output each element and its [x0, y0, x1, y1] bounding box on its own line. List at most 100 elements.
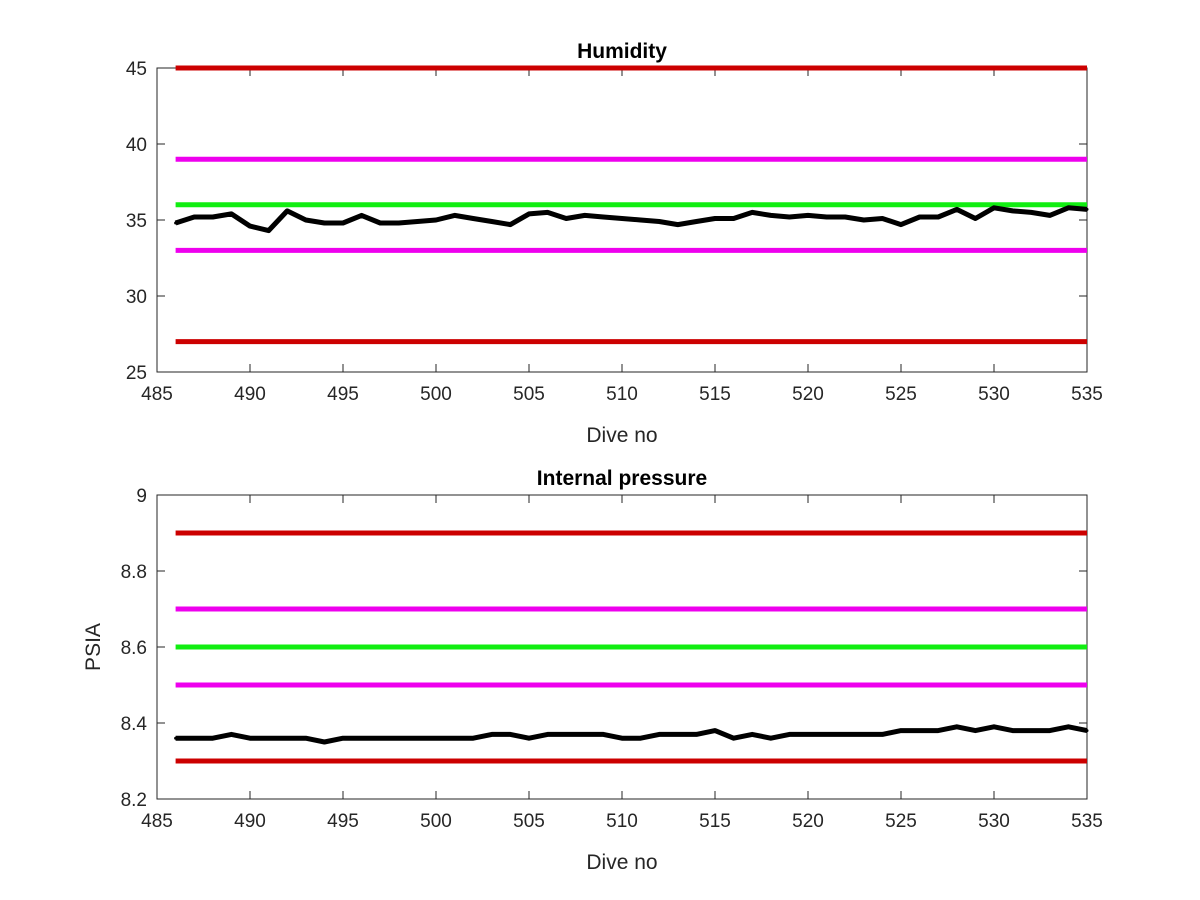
data-point: [229, 732, 233, 736]
y-axis-label: PSIA: [82, 623, 105, 671]
data-point: [248, 736, 252, 740]
data-point: [918, 215, 922, 219]
x-tick-label: 525: [885, 811, 917, 832]
data-point: [415, 220, 419, 224]
data-point: [583, 213, 587, 217]
data-point: [657, 732, 661, 736]
data-point: [936, 729, 940, 733]
data-point: [657, 220, 661, 224]
data-point: [1066, 725, 1070, 729]
x-tick-label: 490: [234, 811, 266, 832]
data-point: [415, 736, 419, 740]
data-point: [360, 736, 364, 740]
series-line: [174, 205, 1088, 234]
x-tick-label: 530: [978, 384, 1010, 405]
data-point: [918, 729, 922, 733]
data-point: [490, 732, 494, 736]
data-point: [694, 220, 698, 224]
data-point: [1048, 729, 1052, 733]
data-point: [546, 732, 550, 736]
data-point: [285, 736, 289, 740]
data-point: [1085, 207, 1089, 211]
x-axis-label: Dive no: [586, 424, 657, 447]
data-point: [211, 215, 215, 219]
y-tick-label: 8.4: [121, 714, 148, 735]
data-point: [620, 216, 624, 220]
y-tick-label: 30: [126, 287, 147, 308]
data-point: [732, 216, 736, 220]
data-point: [453, 213, 457, 217]
data-point: [601, 215, 605, 219]
x-tick-label: 515: [699, 811, 731, 832]
data-point: [732, 736, 736, 740]
data-point: [769, 213, 773, 217]
data-point: [304, 736, 308, 740]
x-tick-label: 485: [141, 811, 173, 832]
x-tick-label: 515: [699, 384, 731, 405]
data-point: [1029, 729, 1033, 733]
x-tick-label: 535: [1071, 811, 1103, 832]
x-tick-label: 510: [606, 384, 638, 405]
data-point: [639, 736, 643, 740]
data-point: [936, 215, 940, 219]
data-point: [453, 736, 457, 740]
data-point: [397, 221, 401, 225]
y-tick-label: 8.8: [121, 562, 147, 583]
chart-title: Internal pressure: [537, 467, 707, 490]
x-tick-label: 485: [141, 384, 173, 405]
data-point: [527, 736, 531, 740]
data-point: [1048, 213, 1052, 217]
data-point: [360, 213, 364, 217]
y-tick-label: 9: [136, 486, 147, 507]
data-point: [880, 216, 884, 220]
data-point: [676, 223, 680, 227]
data-point: [434, 736, 438, 740]
data-point: [564, 216, 568, 220]
data-point: [862, 218, 866, 222]
data-point: [322, 740, 326, 744]
data-point: [955, 207, 959, 211]
y-tick-label: 45: [126, 59, 147, 80]
data-point: [899, 729, 903, 733]
data-point: [713, 729, 717, 733]
data-point: [825, 732, 829, 736]
data-point: [341, 221, 345, 225]
x-tick-label: 520: [792, 384, 824, 405]
data-point: [471, 736, 475, 740]
data-point: [694, 732, 698, 736]
data-point: [564, 732, 568, 736]
data-point: [434, 218, 438, 222]
data-point: [248, 224, 252, 228]
y-tick-label: 25: [126, 363, 147, 384]
data-point: [713, 216, 717, 220]
data-point: [267, 736, 271, 740]
data-point: [397, 736, 401, 740]
data-point: [192, 736, 196, 740]
data-point: [471, 216, 475, 220]
data-point: [192, 215, 196, 219]
data-point: [174, 736, 178, 740]
data-point: [787, 732, 791, 736]
data-point: [583, 732, 587, 736]
data-point: [378, 736, 382, 740]
data-point: [267, 229, 271, 233]
y-tick-label: 35: [126, 211, 147, 232]
data-point: [806, 732, 810, 736]
x-tick-label: 495: [327, 384, 359, 405]
data-point: [211, 736, 215, 740]
data-point: [880, 732, 884, 736]
internal-pressure-panel: 485 490 495 500 505 510 515 520 525 530 535 8.2 8.4 8…: [82, 467, 1103, 874]
data-point: [992, 725, 996, 729]
data-point: [285, 209, 289, 213]
data-point: [973, 216, 977, 220]
data-point: [899, 223, 903, 227]
data-point: [229, 212, 233, 216]
data-point: [1066, 206, 1070, 210]
data-point: [806, 213, 810, 217]
x-tick-label: 505: [513, 384, 545, 405]
x-tick-label: 500: [420, 811, 452, 832]
data-point: [676, 732, 680, 736]
data-point: [992, 206, 996, 210]
data-point: [750, 210, 754, 214]
